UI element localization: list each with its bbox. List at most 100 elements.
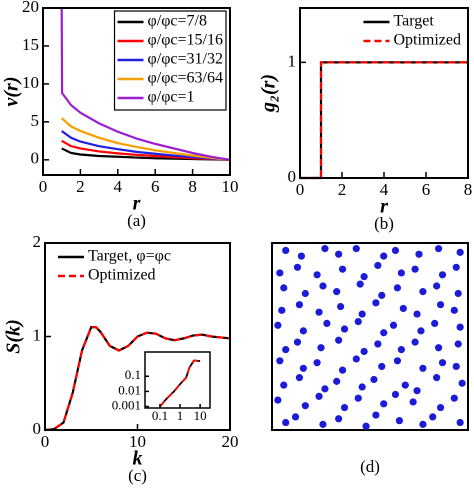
x-axis-label: r bbox=[380, 196, 388, 218]
y-tick-label: 5 bbox=[31, 111, 40, 130]
legend-label: φ/φc=31/32 bbox=[148, 51, 223, 68]
x-tick-label: 10 bbox=[194, 408, 207, 423]
x-tick-label: 10 bbox=[129, 432, 146, 451]
point bbox=[282, 345, 290, 354]
y-axis-label: g₂(r) bbox=[258, 74, 280, 113]
point bbox=[319, 282, 327, 290]
line bbox=[61, 130, 231, 161]
point bbox=[293, 263, 302, 271]
point bbox=[378, 362, 386, 371]
point bbox=[417, 327, 425, 335]
legend-frame bbox=[113, 10, 227, 111]
x-axis-label: r bbox=[133, 193, 141, 215]
y-tick-label: 0 bbox=[288, 167, 297, 186]
point bbox=[313, 359, 321, 367]
point bbox=[435, 344, 443, 352]
point bbox=[337, 302, 345, 311]
point bbox=[352, 355, 360, 363]
x-tick-label: 2 bbox=[76, 177, 85, 196]
legend-label: Optimized bbox=[88, 267, 156, 284]
point bbox=[358, 383, 366, 391]
point bbox=[372, 299, 380, 307]
inset-background bbox=[145, 352, 210, 408]
point bbox=[391, 390, 400, 399]
legend-label: φ/φc=1 bbox=[148, 89, 195, 106]
point bbox=[321, 385, 329, 393]
point bbox=[295, 374, 304, 382]
point bbox=[280, 381, 288, 389]
x-tick-label: 6 bbox=[151, 177, 160, 196]
point bbox=[456, 248, 464, 256]
panel-caption: (d) bbox=[360, 457, 380, 476]
y-tick-label: 0 bbox=[33, 419, 42, 438]
point bbox=[293, 338, 302, 346]
legend-label: Target, φ=φc bbox=[88, 248, 171, 265]
point bbox=[419, 364, 427, 372]
point bbox=[282, 418, 290, 427]
legend-label: φ/φc=63/64 bbox=[148, 70, 223, 87]
inset-frame bbox=[144, 351, 211, 409]
line bbox=[60, 7, 231, 161]
line bbox=[300, 61, 468, 180]
point bbox=[299, 364, 307, 372]
point bbox=[397, 269, 405, 277]
point bbox=[319, 420, 327, 428]
point bbox=[274, 396, 282, 404]
y-tick-label: 20 bbox=[22, 0, 39, 16]
y-tick-label: 1 bbox=[33, 325, 42, 344]
point bbox=[335, 250, 343, 258]
point bbox=[352, 245, 360, 253]
point bbox=[389, 321, 398, 329]
point bbox=[419, 420, 427, 428]
point bbox=[315, 308, 323, 316]
line bbox=[159, 359, 201, 408]
point bbox=[454, 289, 462, 298]
point bbox=[456, 418, 464, 427]
point bbox=[291, 413, 300, 421]
point bbox=[295, 301, 304, 309]
point bbox=[411, 338, 419, 346]
y-tick-label: 1 bbox=[288, 51, 297, 70]
line bbox=[60, 117, 231, 161]
point bbox=[333, 288, 341, 296]
point bbox=[452, 263, 460, 271]
point bbox=[393, 284, 402, 292]
point bbox=[433, 282, 441, 290]
x-axis-label: k bbox=[133, 448, 143, 470]
point bbox=[301, 289, 309, 298]
point bbox=[419, 288, 427, 296]
point bbox=[458, 379, 466, 387]
plot-frame bbox=[42, 7, 231, 176]
point bbox=[378, 291, 386, 299]
point bbox=[354, 317, 362, 326]
point bbox=[433, 374, 441, 382]
point bbox=[436, 301, 445, 309]
point bbox=[282, 246, 290, 255]
x-tick-label: 8 bbox=[188, 177, 197, 196]
y-tick-label: 0 bbox=[31, 149, 40, 168]
point bbox=[413, 310, 421, 318]
x-tick-label: 6 bbox=[422, 180, 431, 199]
point bbox=[395, 417, 403, 425]
panel-caption: (b) bbox=[374, 214, 394, 233]
point bbox=[313, 271, 321, 279]
x-tick-label: 0.1 bbox=[152, 408, 168, 423]
point bbox=[276, 269, 284, 277]
point bbox=[374, 340, 382, 348]
y-tick-label: 0.1 bbox=[125, 367, 141, 382]
point bbox=[278, 306, 286, 314]
point bbox=[360, 347, 368, 356]
point bbox=[431, 319, 439, 328]
x-tick-label: 8 bbox=[464, 180, 473, 199]
line bbox=[300, 61, 468, 180]
point bbox=[340, 403, 349, 412]
point bbox=[393, 357, 402, 365]
point bbox=[276, 357, 284, 365]
y-axis-label: S(k) bbox=[3, 319, 25, 353]
x-tick-label: 4 bbox=[114, 177, 123, 196]
point bbox=[401, 381, 409, 389]
point bbox=[338, 366, 347, 374]
point bbox=[456, 323, 464, 331]
